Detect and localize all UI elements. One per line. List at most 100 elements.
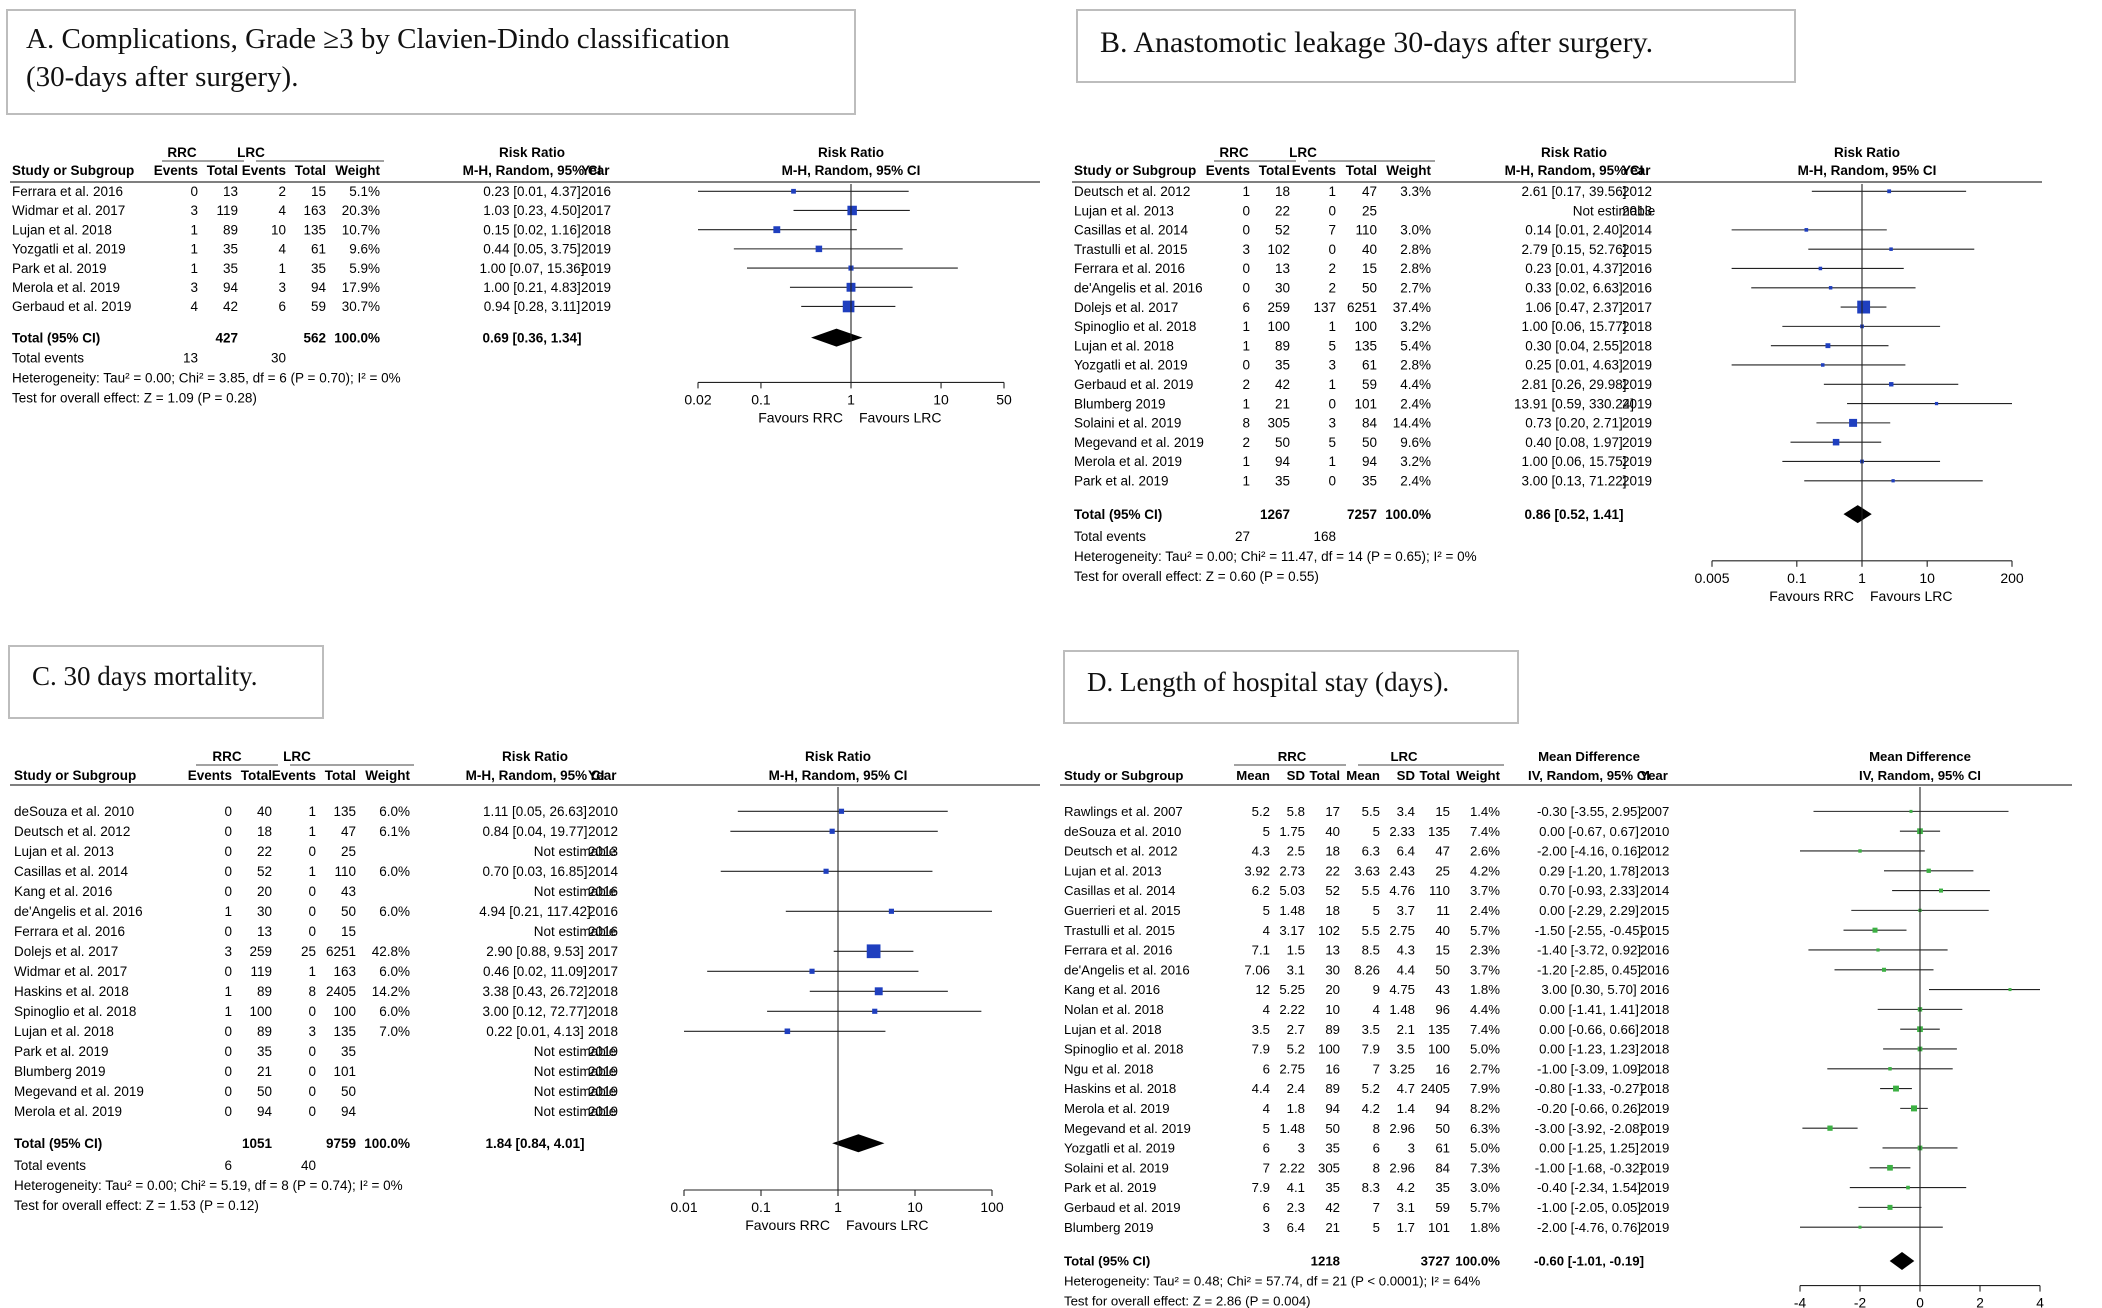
study-cell: 21 (257, 1064, 272, 1079)
study-cell: 25 (301, 944, 316, 959)
study-weight: 4.4% (1470, 1002, 1500, 1017)
study-ci: -0.40 [-2.34, 1.54] (1537, 1180, 1641, 1195)
x-tick-label: 200 (2000, 570, 2024, 586)
study-cell: 52 (257, 864, 272, 879)
study-name: de'Angelis et al. 2016 (1064, 962, 1190, 977)
study-cell: 0 (190, 184, 198, 199)
x-tick-label: 0.1 (1787, 570, 1807, 586)
total-cell: 3727 (1421, 1254, 1450, 1269)
study-cell: 135 (1428, 824, 1450, 839)
study-marker (1893, 1085, 1899, 1092)
study-cell: 0 (1242, 281, 1250, 296)
group-header-lrc: LRC (1289, 145, 1317, 160)
x-tick-label: 10 (907, 1199, 923, 1215)
study-weight: 8.2% (1470, 1101, 1500, 1116)
effect-header: Risk Ratio (502, 749, 568, 764)
study-cell: 61 (311, 242, 326, 257)
study-cell: 8.3 (1362, 1180, 1380, 1195)
study-year: 2019 (1640, 1180, 1669, 1195)
effect-header: Mean Difference (1538, 749, 1640, 764)
study-cell: 4.75 (1389, 982, 1415, 997)
study-cell: 42 (223, 299, 238, 314)
study-cell: 42 (1275, 377, 1290, 392)
study-weight: 1.8% (1470, 982, 1500, 997)
study-ci: 0.00 [-1.25, 1.25] (1539, 1141, 1639, 1156)
study-name: Lujan et al. 2018 (12, 222, 112, 237)
total-events-cell: 13 (183, 350, 198, 365)
study-cell: 3 (1328, 358, 1336, 373)
study-cell: 84 (1435, 1160, 1450, 1175)
panel-title-line: B. Anastomotic leakage 30-days after sur… (1100, 26, 1654, 59)
study-year: 2019 (1622, 377, 1652, 392)
study-cell: 40 (257, 804, 272, 819)
x-tick-label: 50 (996, 391, 1012, 407)
study-cell: 35 (257, 1044, 272, 1059)
study-ci: 2.90 [0.88, 9.53] (486, 944, 584, 959)
study-weight: 3.0% (1400, 223, 1431, 238)
study-cell: 43 (341, 884, 356, 899)
study-name: Haskins et al. 2018 (14, 984, 129, 999)
study-cell: 8 (1242, 416, 1250, 431)
study-cell: 94 (1362, 454, 1378, 469)
study-cell: 2.33 (1389, 824, 1415, 839)
column-header: Weight (1456, 768, 1500, 783)
study-year: 2013 (588, 844, 618, 859)
study-weight: 14.2% (372, 984, 410, 999)
study-cell: 0 (224, 804, 232, 819)
study-cell: 100 (333, 1004, 356, 1019)
study-name: Haskins et al. 2018 (1064, 1081, 1176, 1096)
column-header: Mean (1236, 768, 1270, 783)
study-cell: 1 (190, 261, 198, 276)
study-ci: 2.79 [0.15, 52.76] (1521, 242, 1626, 257)
summary-diamond (832, 1134, 885, 1153)
column-header: Weight (335, 163, 380, 178)
total-label: Total (95% CI) (12, 330, 100, 345)
total-cell: 9759 (326, 1136, 356, 1151)
column-header: Events (1292, 163, 1336, 178)
study-name: Kang et al. 2016 (14, 884, 112, 899)
study-year: 2019 (588, 1064, 618, 1079)
x-tick-label: 10 (1919, 570, 1935, 586)
study-cell: 3 (1298, 1141, 1305, 1156)
study-marker (1818, 266, 1823, 271)
study-weight: 7.9% (1470, 1081, 1500, 1096)
study-name: Merola et al. 2019 (14, 1104, 122, 1119)
study-year: 2019 (1622, 435, 1652, 450)
study-cell: 61 (1362, 358, 1377, 373)
study-name: Lujan et al. 2013 (14, 844, 114, 859)
study-cell: 4.2 (1397, 1180, 1415, 1195)
study-year: 2015 (1622, 242, 1652, 257)
study-cell: 3.25 (1389, 1061, 1415, 1076)
study-cell: 52 (1275, 223, 1290, 238)
summary-diamond (1889, 1251, 1915, 1270)
column-header: M-H, Random, 95% CI (466, 768, 605, 783)
study-marker (847, 205, 857, 216)
total-weight: 100.0% (334, 330, 380, 345)
study-cell: 30 (1325, 962, 1340, 977)
study-cell: 5 (1373, 1220, 1380, 1235)
study-cell: 7.9 (1252, 1042, 1270, 1057)
study-cell: 4 (190, 299, 198, 314)
study-cell: 50 (1362, 281, 1377, 296)
study-ci: 0.00 [-2.29, 2.29] (1539, 903, 1639, 918)
study-name: Dolejs et al. 2017 (14, 944, 118, 959)
study-weight: 1.8% (1470, 1220, 1500, 1235)
study-cell: 12 (1255, 982, 1270, 997)
study-year: 2018 (581, 222, 611, 237)
study-cell: 25 (1362, 203, 1377, 218)
study-year: 2012 (588, 824, 618, 839)
study-cell: 7.9 (1362, 1042, 1380, 1057)
study-ci: Not estimable (534, 884, 617, 899)
panel-title-line: C. 30 days mortality. (32, 661, 258, 691)
study-ci: Not estimable (534, 844, 617, 859)
study-marker (1909, 809, 1913, 813)
column-header: SD (1397, 768, 1415, 783)
study-year: 2019 (1640, 1141, 1669, 1156)
study-cell: 0 (224, 1104, 232, 1119)
study-cell: 59 (1435, 1200, 1450, 1215)
study-marker (1881, 967, 1887, 972)
study-cell: 6 (1263, 1200, 1270, 1215)
study-cell: 2 (278, 184, 286, 199)
study-cell: 100 (1318, 1042, 1340, 1057)
plot-subheader: M-H, Random, 95% CI (769, 768, 908, 783)
